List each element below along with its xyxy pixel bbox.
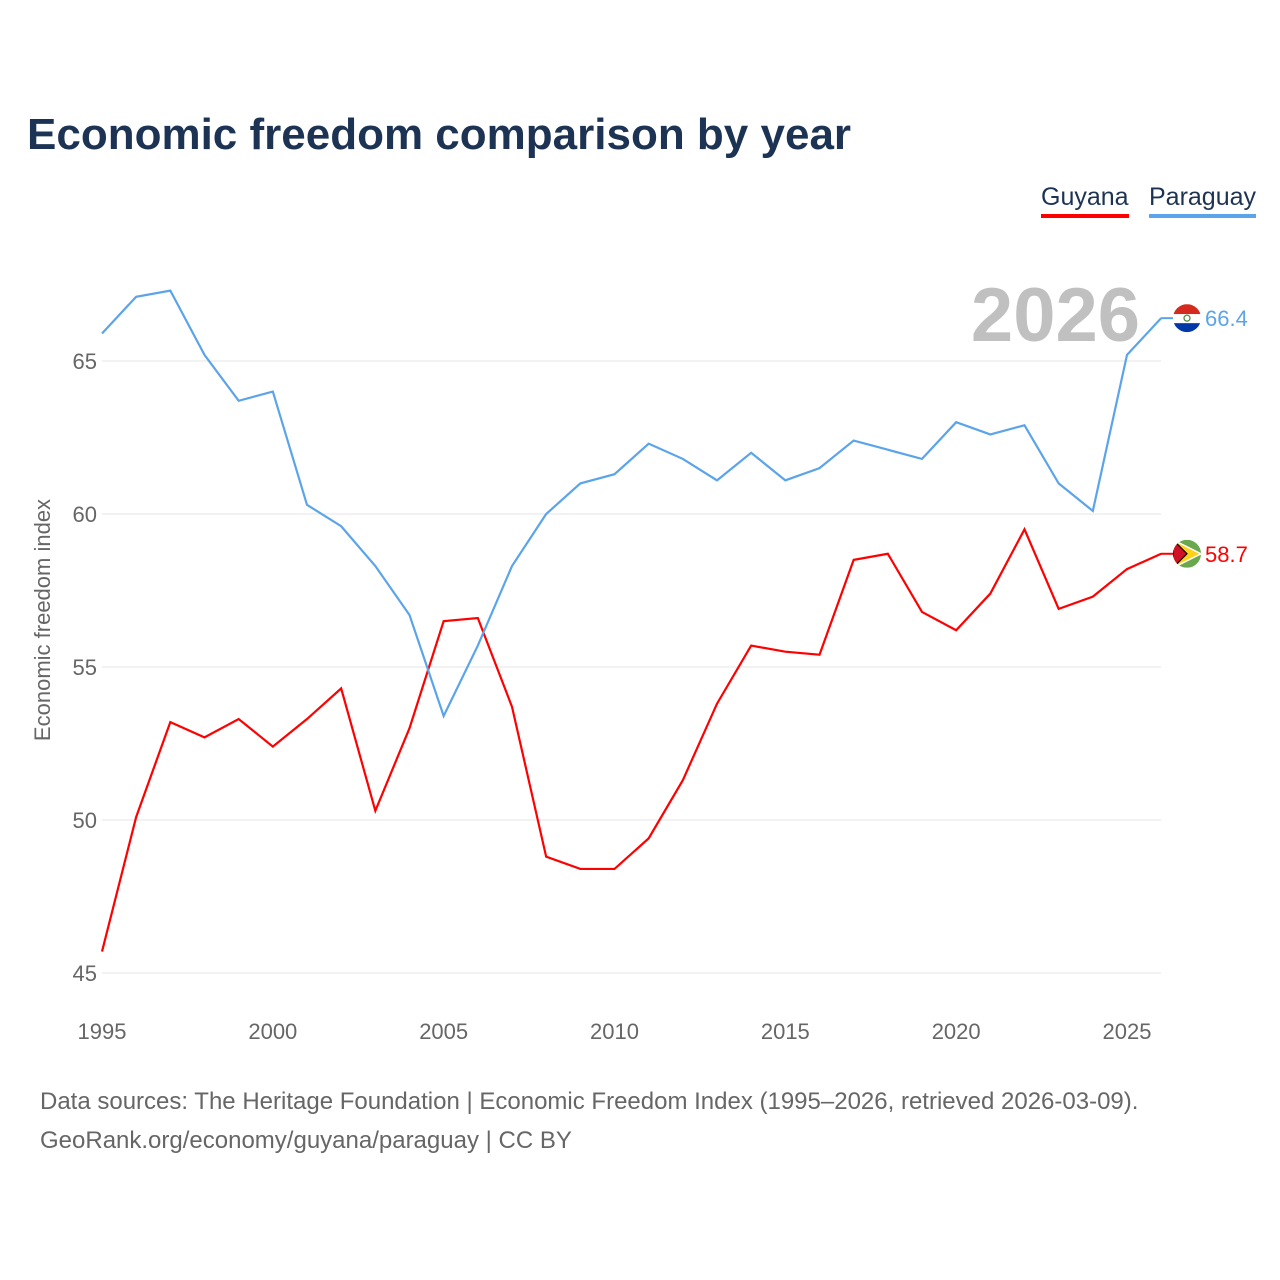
guyana-flag-icon [1173,539,1201,568]
series-line-guyana [100,526,1162,952]
x-tick-label: 2020 [932,1019,981,1044]
year-label: 2026 [971,273,1140,358]
footer-credit: GeoRank.org/economy/guyana/paraguay | CC… [40,1127,572,1154]
chart-title: Economic freedom comparison by year [27,110,852,159]
x-tick-label: 2015 [761,1019,810,1044]
footer-sources: Data sources: The Heritage Foundation | … [40,1088,1139,1115]
y-tick-label: 55 [73,655,97,680]
end-value-label: 66.4 [1205,306,1248,331]
y-tick-label: 50 [73,808,97,833]
x-tick-label: 1995 [78,1019,127,1044]
y-tick-label: 45 [73,961,97,986]
x-tick-label: 2000 [248,1019,297,1044]
y-tick-label: 60 [73,502,97,527]
paraguay-flag-icon [1173,304,1201,333]
x-tick-label: 2005 [419,1019,468,1044]
series-line-paraguay [101,289,1162,719]
end-value-label: 58.7 [1205,542,1248,567]
y-tick-label: 65 [73,349,97,374]
legend-paraguay[interactable]: Paraguay [1149,183,1257,218]
x-tick-label: 2010 [590,1019,639,1044]
y-axis-label: Economic freedom index [30,499,55,741]
legend-guyana[interactable]: Guyana [1041,183,1129,218]
x-tick-label: 2025 [1103,1019,1152,1044]
